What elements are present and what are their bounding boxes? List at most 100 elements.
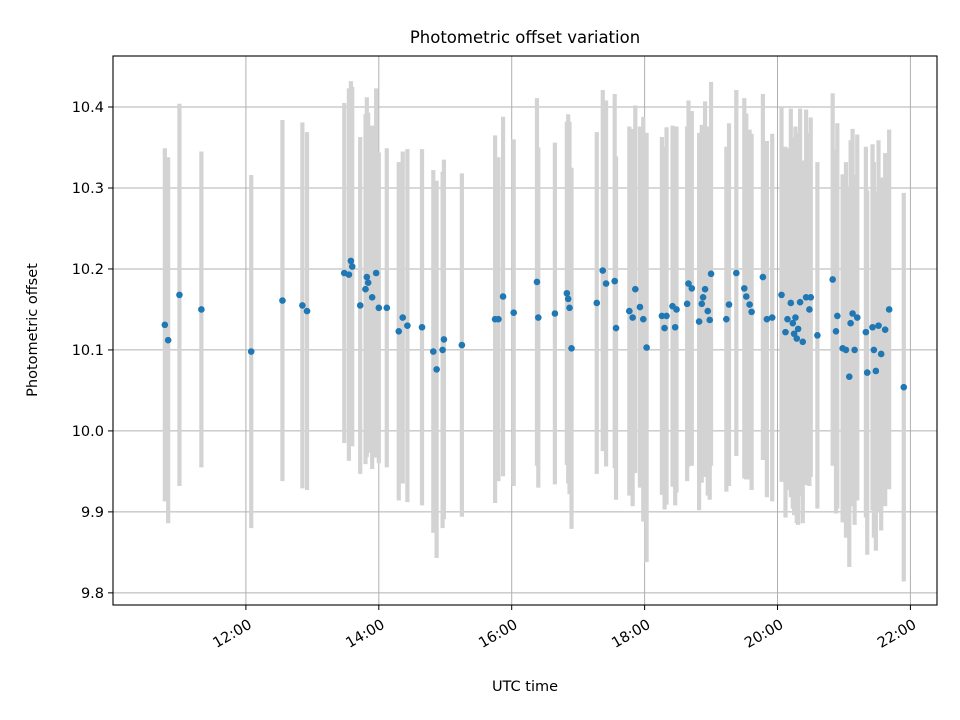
y-tick-label: 9.9 xyxy=(81,505,104,521)
data-point xyxy=(872,367,880,375)
x-axis-label: UTC time xyxy=(492,679,558,695)
data-point xyxy=(639,315,647,323)
data-point xyxy=(395,328,403,335)
data-point xyxy=(707,270,715,278)
data-point xyxy=(439,346,446,354)
data-point xyxy=(789,319,797,327)
data-point xyxy=(695,318,703,325)
data-point xyxy=(742,293,750,300)
data-point xyxy=(299,302,306,309)
data-point xyxy=(568,345,575,352)
data-point xyxy=(534,314,542,321)
data-point xyxy=(725,301,733,308)
data-point xyxy=(900,383,908,391)
data-point xyxy=(636,303,644,311)
data-point xyxy=(399,314,407,321)
y-tick-label: 10.1 xyxy=(72,343,104,359)
data-point xyxy=(699,294,707,301)
data-point xyxy=(671,323,679,331)
y-tick-label: 10.3 xyxy=(72,181,104,197)
data-point xyxy=(768,314,776,321)
data-point xyxy=(632,285,639,293)
data-point xyxy=(683,300,691,308)
data-point xyxy=(784,315,791,323)
data-point xyxy=(806,306,813,313)
data-point xyxy=(383,304,391,312)
data-point xyxy=(161,321,169,329)
data-point xyxy=(612,324,620,332)
data-point xyxy=(793,335,801,342)
data-point xyxy=(740,285,748,292)
y-tick-label: 10.4 xyxy=(72,100,104,116)
data-point xyxy=(404,322,411,329)
data-point xyxy=(495,315,502,323)
data-point xyxy=(863,369,871,376)
data-point xyxy=(851,346,858,354)
data-point xyxy=(563,289,571,297)
data-point xyxy=(626,307,633,315)
x-tick-label: 14:00 xyxy=(343,617,387,652)
data-point xyxy=(862,328,870,336)
data-point xyxy=(746,301,753,308)
data-point xyxy=(375,304,383,312)
data-point xyxy=(794,325,802,333)
data-point xyxy=(845,373,853,380)
data-point xyxy=(433,366,440,373)
data-point xyxy=(611,277,619,285)
data-point xyxy=(643,344,650,351)
y-axis: 9.8 9.9 10.0 10.1 10.2 10.3 10.4 xyxy=(72,100,113,602)
y-tick-label: 9.8 xyxy=(81,586,104,602)
data-point xyxy=(602,280,610,287)
data-point xyxy=(368,294,376,301)
data-point xyxy=(796,298,804,306)
data-point xyxy=(799,338,807,346)
data-point xyxy=(849,310,856,317)
data-point xyxy=(782,328,789,336)
data-point xyxy=(685,280,692,287)
data-point xyxy=(881,326,889,333)
data-point xyxy=(763,315,771,323)
data-point xyxy=(847,319,854,327)
data-point xyxy=(787,299,795,307)
data-point xyxy=(347,257,355,265)
data-point xyxy=(418,323,426,331)
data-point xyxy=(658,312,666,320)
point-layer xyxy=(161,257,908,391)
data-point xyxy=(247,348,255,355)
data-point xyxy=(885,306,893,313)
data-point xyxy=(593,299,601,307)
data-point xyxy=(198,306,205,313)
y-axis-label: Photometric offset xyxy=(25,263,41,397)
data-point xyxy=(533,278,541,286)
data-point xyxy=(869,323,876,331)
data-point xyxy=(778,291,785,299)
data-point xyxy=(364,279,372,287)
data-point xyxy=(564,295,572,303)
x-axis: 12:00 14:00 16:00 18:00 20:00 22:00 xyxy=(211,605,919,652)
y-tick-label: 10.0 xyxy=(72,424,104,440)
data-point xyxy=(458,341,466,349)
data-point xyxy=(701,285,709,293)
data-point xyxy=(759,273,767,281)
data-point xyxy=(877,350,885,358)
data-point xyxy=(814,332,821,339)
plot-frame xyxy=(112,55,938,606)
data-point xyxy=(870,346,878,354)
data-point xyxy=(829,276,836,283)
data-point xyxy=(164,336,172,344)
x-tick-label: 18:00 xyxy=(609,617,653,652)
data-point xyxy=(176,291,183,299)
data-point xyxy=(661,324,668,332)
data-point xyxy=(599,267,607,274)
data-point xyxy=(673,306,680,313)
data-point xyxy=(802,294,810,301)
data-point xyxy=(748,308,755,316)
data-point xyxy=(566,304,573,312)
y-tick-label: 10.2 xyxy=(72,262,104,278)
data-point xyxy=(842,346,850,354)
data-point xyxy=(356,302,364,309)
data-point xyxy=(629,314,636,321)
data-point xyxy=(510,309,518,316)
data-point xyxy=(362,285,369,293)
